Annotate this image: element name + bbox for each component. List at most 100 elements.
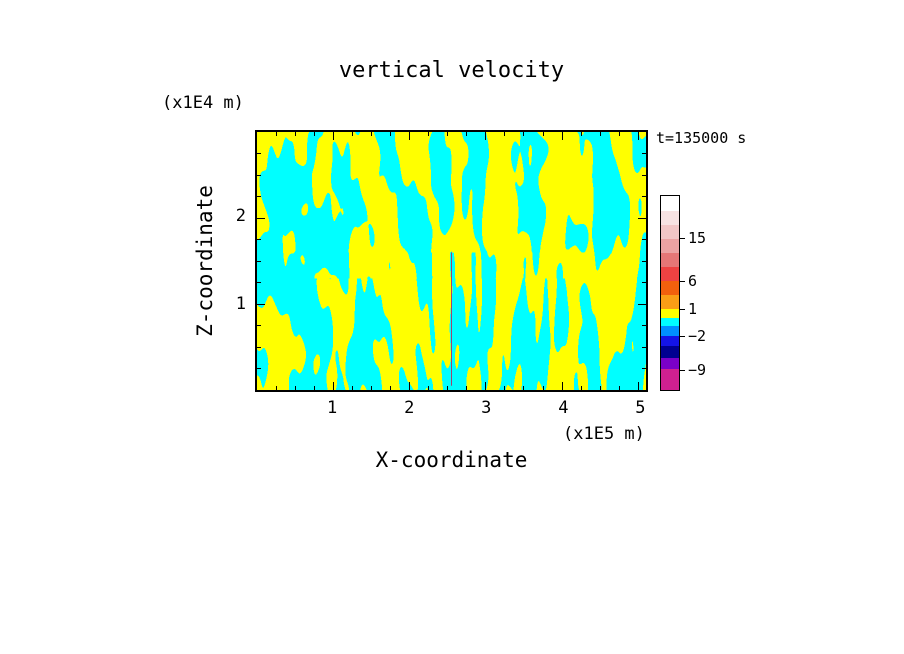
axis-tick	[642, 325, 646, 326]
axis-tick	[351, 386, 353, 390]
x-tick-label: 2	[404, 398, 415, 418]
colorbar-segment	[661, 357, 679, 369]
colorbar-segment	[661, 335, 679, 347]
axis-tick	[618, 132, 620, 136]
axis-tick	[542, 386, 544, 390]
axis-tick	[642, 153, 646, 154]
colorbar-segment	[661, 210, 679, 225]
colorbar-segment	[661, 196, 679, 211]
axis-tick	[257, 260, 261, 262]
axis-tick	[257, 153, 261, 154]
colorbar-segment	[661, 326, 679, 336]
chart-title: vertical velocity	[338, 58, 565, 83]
x-tick-label: 4	[558, 398, 569, 418]
axis-tick	[642, 260, 646, 262]
axis-tick	[428, 132, 430, 136]
colorbar	[660, 195, 680, 391]
colorbar-label: −2	[688, 327, 707, 346]
axis-tick	[257, 239, 261, 240]
axis-tick	[389, 132, 391, 136]
axis-tick	[561, 132, 563, 140]
axis-tick	[294, 132, 296, 136]
axis-tick	[580, 132, 582, 136]
axis-tick	[642, 346, 646, 348]
axis-tick	[618, 386, 620, 390]
axis-tick	[389, 386, 391, 390]
axis-tick	[504, 386, 506, 390]
axis-tick	[447, 386, 449, 390]
y-tick-label: 1	[235, 293, 246, 314]
colorbar-segment	[661, 266, 679, 281]
colorbar-segment	[661, 368, 679, 390]
colorbar-segment	[661, 280, 679, 296]
colorbar-tick	[680, 309, 685, 311]
axis-tick	[642, 174, 646, 176]
axis-tick	[257, 368, 261, 369]
colorbar-tick	[680, 369, 685, 371]
x-tick-label: 3	[481, 398, 492, 418]
colorbar-tick	[680, 336, 685, 338]
axis-tick	[642, 196, 646, 197]
colorbar-segment	[661, 252, 679, 267]
colorbar-segment	[661, 346, 679, 358]
colorbar-label: 15	[688, 229, 707, 248]
axis-tick	[466, 386, 468, 390]
axis-tick	[409, 132, 411, 140]
axis-tick	[351, 132, 353, 136]
axis-tick	[332, 382, 334, 390]
colorbar-labels: 15 6 1 −2 −9	[688, 195, 748, 391]
colorbar-tick	[680, 238, 685, 240]
colorbar-segment	[661, 295, 679, 310]
axis-tick	[642, 368, 646, 369]
axis-tick	[637, 132, 639, 140]
axis-tick	[638, 217, 646, 219]
axis-tick	[257, 174, 261, 176]
axis-tick	[523, 132, 525, 136]
colorbar-segment	[661, 238, 679, 253]
axis-tick	[257, 303, 265, 305]
x-tick-label: 1	[327, 398, 338, 418]
axis-tick	[257, 346, 261, 348]
x-axis-label: X-coordinate	[375, 448, 528, 472]
colorbar-tick	[680, 281, 685, 283]
x-axis-units: (x1E5 m)	[563, 424, 645, 444]
axis-tick	[409, 382, 411, 390]
x-tick-labels: 1 2 3 4 5	[255, 398, 648, 420]
axis-tick	[599, 132, 601, 136]
colorbar-segment	[661, 317, 679, 327]
axis-tick	[642, 239, 646, 240]
colorbar-segment	[661, 224, 679, 239]
axis-tick	[523, 386, 525, 390]
x-tick-label: 5	[635, 398, 646, 418]
colorbar-label: −9	[688, 360, 707, 379]
colorbar-label: 6	[688, 272, 698, 291]
y-axis-units: (x1E4 m)	[162, 93, 244, 113]
axis-tick	[332, 132, 334, 140]
axis-tick	[561, 382, 563, 390]
axis-tick	[257, 282, 261, 283]
colorbar-segment	[661, 309, 679, 318]
axis-tick	[275, 132, 277, 136]
y-axis-label: Z-coordinate	[193, 185, 217, 337]
axis-tick	[638, 303, 646, 305]
axis-tick	[580, 386, 582, 390]
axis-tick	[599, 386, 601, 390]
axis-tick	[447, 132, 449, 136]
y-tick-label: 2	[235, 206, 246, 227]
axis-tick	[370, 132, 372, 136]
axis-tick	[313, 132, 315, 136]
axis-tick	[313, 386, 315, 390]
axis-tick	[637, 382, 639, 390]
axis-tick	[275, 386, 277, 390]
axis-tick	[504, 132, 506, 136]
axis-tick	[542, 132, 544, 136]
axis-tick	[257, 325, 261, 326]
axis-tick	[370, 386, 372, 390]
axis-tick	[642, 282, 646, 283]
axis-tick	[485, 132, 487, 140]
axis-tick	[466, 132, 468, 136]
axis-tick	[428, 386, 430, 390]
colorbar-label: 1	[688, 300, 698, 319]
